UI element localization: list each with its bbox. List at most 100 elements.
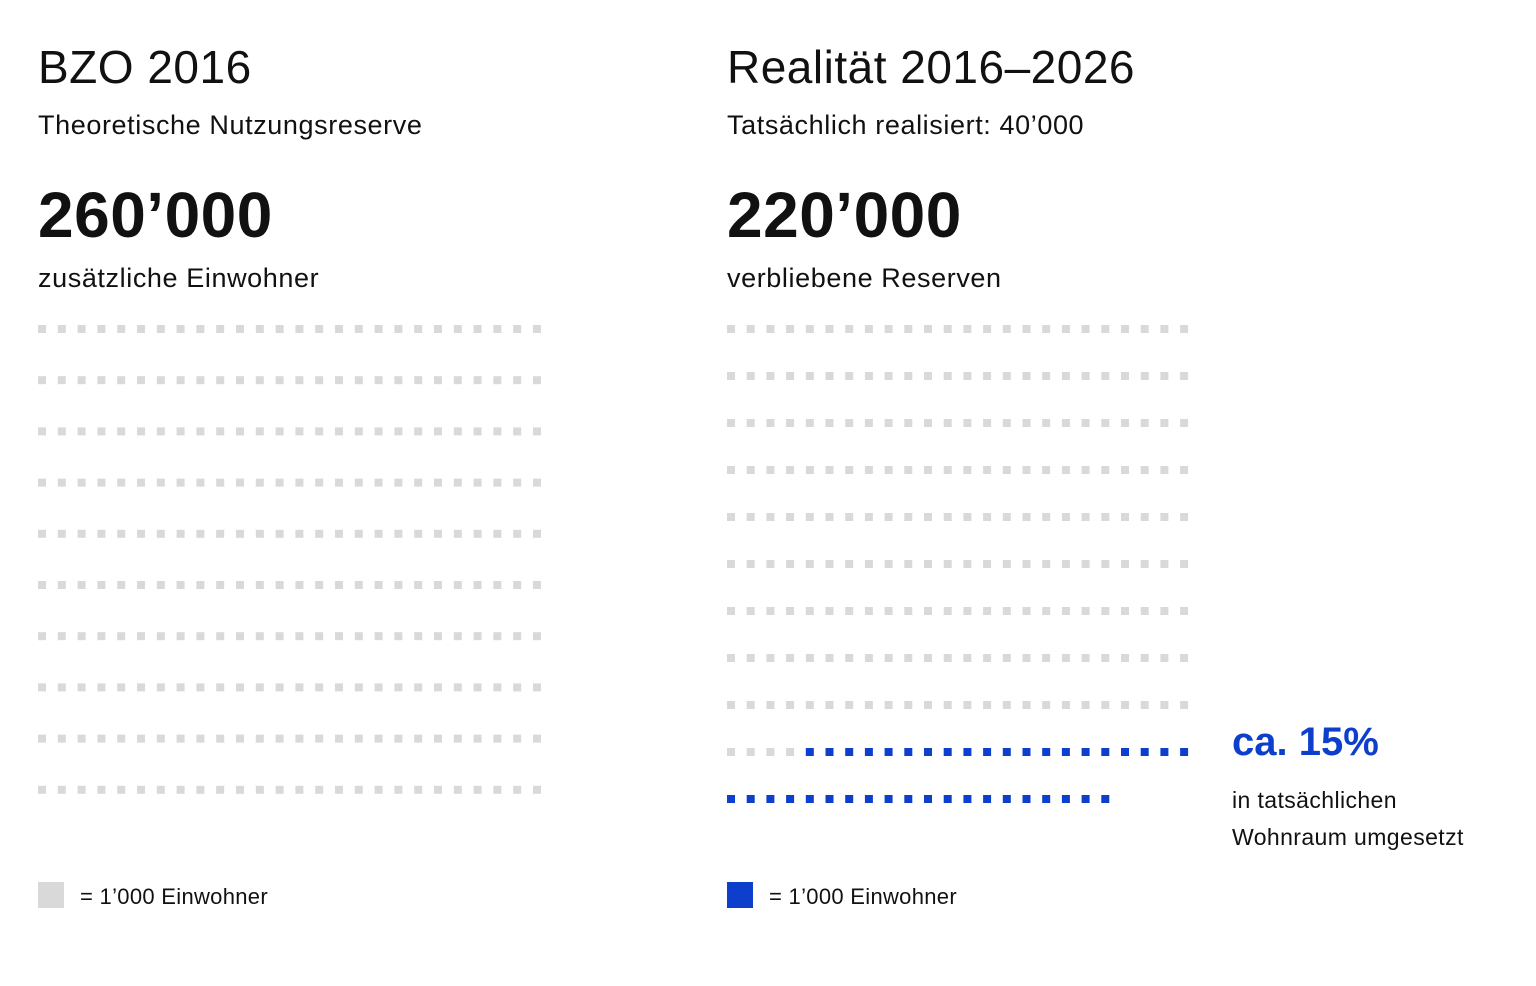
waffle-cell <box>414 734 423 743</box>
waffle-cell <box>825 795 834 803</box>
waffle-cell <box>746 372 755 380</box>
waffle-cell <box>493 683 502 692</box>
waffle-cell <box>394 785 403 794</box>
waffle-cell <box>746 325 755 333</box>
waffle-cell <box>473 734 482 743</box>
waffle-cell <box>1022 748 1031 756</box>
waffle-cell <box>864 513 873 521</box>
waffle-cell <box>1140 513 1149 521</box>
waffle-cell <box>727 654 735 662</box>
waffle-cell <box>255 427 264 436</box>
waffle-cell <box>825 748 834 756</box>
waffle-cell <box>315 632 324 641</box>
waffle-cell <box>727 560 735 568</box>
waffle-cell <box>414 376 423 385</box>
waffle-cell <box>1160 701 1169 709</box>
waffle-cell <box>394 325 403 333</box>
waffle-cell <box>727 701 735 709</box>
waffle-cell <box>335 376 343 385</box>
waffle-cell <box>924 654 932 662</box>
waffle-cell <box>196 632 205 641</box>
waffle-cell <box>766 701 775 709</box>
waffle-cell <box>1121 419 1129 427</box>
waffle-cell <box>1061 795 1070 803</box>
waffle-cell <box>845 748 854 756</box>
waffle-cell <box>57 478 66 487</box>
waffle-cell <box>727 748 735 756</box>
waffle-cell <box>864 419 873 427</box>
share-note-line-1: in tatsächlichen <box>1232 787 1397 813</box>
waffle-cell <box>176 581 185 589</box>
waffle-cell <box>1061 419 1070 427</box>
waffle-cell <box>1061 466 1070 474</box>
waffle-cell <box>904 419 913 427</box>
waffle-cell <box>943 325 952 333</box>
waffle-cell <box>1081 466 1090 474</box>
waffle-cell <box>746 513 755 521</box>
waffle-cell <box>335 478 343 487</box>
waffle-cell <box>766 372 775 380</box>
waffle-cell <box>1180 372 1189 380</box>
waffle-cell <box>904 748 913 756</box>
waffle-cell <box>414 785 423 794</box>
waffle-cell <box>216 427 225 436</box>
waffle-cell <box>513 734 522 743</box>
waffle-cell <box>414 529 423 538</box>
waffle-cell <box>473 683 482 692</box>
waffle-cell <box>97 427 106 436</box>
left-value: 260’000 <box>38 179 273 251</box>
waffle-cell <box>77 785 86 794</box>
waffle-cell <box>196 683 205 692</box>
waffle-cell <box>77 581 86 589</box>
waffle-cell <box>805 701 814 709</box>
waffle-cell <box>295 529 304 538</box>
waffle-cell <box>1061 654 1070 662</box>
waffle-cell <box>156 529 165 538</box>
waffle-cell <box>1042 513 1051 521</box>
share-note-line-2: Wohnraum umgesetzt <box>1232 824 1464 850</box>
waffle-cell <box>864 466 873 474</box>
waffle-cell <box>1180 513 1189 521</box>
waffle-cell <box>374 529 383 538</box>
waffle-cell <box>295 427 304 436</box>
waffle-cell <box>236 632 244 641</box>
waffle-cell <box>255 325 264 333</box>
waffle-cell <box>354 632 363 641</box>
waffle-cell <box>176 785 185 794</box>
waffle-cell <box>904 795 913 803</box>
waffle-cell <box>255 632 264 641</box>
waffle-cell <box>727 419 735 427</box>
waffle-cell <box>727 325 735 333</box>
waffle-cell <box>275 376 284 385</box>
waffle-cell <box>924 325 932 333</box>
waffle-cell <box>943 701 952 709</box>
waffle-cell <box>1042 560 1051 568</box>
waffle-cell <box>38 581 46 589</box>
waffle-cell <box>57 785 66 794</box>
waffle-cell <box>255 478 264 487</box>
waffle-cell <box>374 581 383 589</box>
waffle-cell <box>453 785 462 794</box>
waffle-cell <box>117 581 126 589</box>
waffle-cell <box>904 513 913 521</box>
waffle-cell <box>1140 466 1149 474</box>
waffle-cell <box>57 529 66 538</box>
waffle-cell <box>963 748 972 756</box>
waffle-cell <box>786 419 795 427</box>
waffle-cell <box>156 427 165 436</box>
waffle-cell <box>864 795 873 803</box>
waffle-cell <box>236 529 244 538</box>
waffle-cell <box>786 560 795 568</box>
waffle-cell <box>1081 701 1090 709</box>
waffle-cell <box>1061 513 1070 521</box>
waffle-cell <box>884 701 893 709</box>
waffle-cell <box>983 607 992 615</box>
waffle-cell <box>1002 560 1011 568</box>
waffle-cell <box>414 632 423 641</box>
waffle-cell <box>513 478 522 487</box>
waffle-cell <box>746 795 755 803</box>
waffle-cell <box>1002 419 1011 427</box>
waffle-cell <box>533 427 541 436</box>
waffle-cell <box>176 632 185 641</box>
waffle-cell <box>255 785 264 794</box>
